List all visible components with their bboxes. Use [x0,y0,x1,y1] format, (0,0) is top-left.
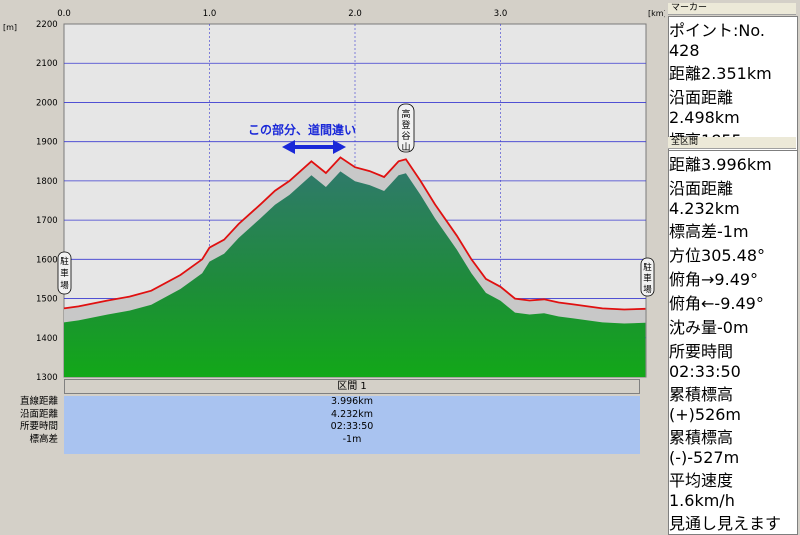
profile-line [63,156,646,311]
y-tick-label: 1800 [36,177,58,187]
y-tick-label: 1400 [36,334,58,344]
total-row: 所要時間02:33:50 [669,338,797,381]
total-value: 305.48° [701,246,765,265]
total-row: 距離3.996km [669,151,797,175]
total-row: 累積標高(-)-527m [669,424,797,467]
x-tick-label: 2.0 [348,9,362,19]
summary-label: 沿面距離 [19,408,58,420]
total-title: 全区間 [668,137,796,149]
total-key: 累積標高(-) [669,428,734,467]
info-sidebar: マーカー ポイント:No. 428距離2.351km沿面距離2.498km標高1… [668,0,800,535]
total-key: 見通し [669,514,718,533]
total-row: 見通し見えます [669,510,797,534]
total-value: 02:33:50 [669,362,741,381]
svg-text:駐車場: 駐車場 [60,256,69,291]
total-row: 俯角←-9.49° [669,290,797,314]
y-tick-label: 2200 [36,20,58,30]
total-key: 所要時間 [669,342,734,361]
total-row: 標高差-1m [669,218,797,242]
total-row: 累積標高(+)526m [669,381,797,424]
total-row: 方位305.48° [669,242,797,266]
total-row: 沿面距離4.232km [669,175,797,218]
end-label: 駐車場 [640,257,655,297]
y-tick-label: 2100 [36,59,58,69]
total-key: 標高差 [669,222,718,241]
x-tick-label: 3.0 [494,9,508,19]
total-panel: 全区間 距離3.996km 沿面距離4.232km 標高差-1m 方位305.48° 俯… [668,137,798,535]
total-key: 距離 [669,155,702,174]
total-value: 526m [694,405,742,424]
total-row: 俯角→9.49° [669,266,797,290]
marker-value: No. 428 [669,21,765,60]
marker-panel: マーカー ポイント:No. 428距離2.351km沿面距離2.498km標高1… [668,3,798,296]
y-tick-label: 2000 [36,98,58,108]
summary-value: 3.996km [331,396,373,407]
marker-title: マーカー [668,3,796,15]
total-table: 距離3.996km 沿面距離4.232km 標高差-1m 方位305.48° 俯角→9.… [668,150,798,535]
x-unit-label: [km] [648,9,665,18]
summary-label: 標高差 [29,433,58,445]
total-key: 俯角→ [669,270,715,289]
y-tick-label: 1700 [36,216,58,226]
marker-row: 距離2.351km [669,60,797,84]
profile-chart-panel: 2200 2100 2000 1900 1800 1700 1600 1500 1400 1300… [0,0,665,454]
summary-value: -1m [342,433,362,445]
start-label: 駐車場 [57,251,72,295]
marker-row: 沿面距離2.498km [669,84,797,127]
y-tick-label: 1600 [36,255,58,265]
summary-values: 3.996km 4.232km 02:33:50 -1m [64,396,640,454]
total-value: -9.49° [714,294,764,313]
marker-key: ポイント: [669,21,739,40]
elevation-profile-chart[interactable]: 2200 2100 2000 1900 1800 1700 1600 1500 1400 1300… [0,0,665,380]
y-tick-label: 1300 [36,373,58,380]
summary-label: 直線距離 [19,396,58,407]
total-key: 俯角← [669,294,715,313]
marker-value: 2.498km [669,108,740,127]
total-key: 累積標高(+) [669,385,734,424]
total-key: 平均速度 [669,471,734,490]
peak-label: 高登谷山 [397,103,415,153]
y-tick-label: 1900 [36,138,58,148]
total-value: 9.49° [714,270,759,289]
y-tick-label: 1500 [36,295,58,305]
summary-labels: 直線距離 沿面距離 所要時間 標高差 [0,396,62,446]
marker-row: ポイント:No. 428 [669,17,797,60]
total-value: 見えます [717,514,782,533]
summary-value: 02:33:50 [330,421,374,432]
marker-key: 距離 [669,64,702,83]
annotation-note: この部分、道間違い [248,122,356,137]
marker-value: 2.351km [701,64,772,83]
annotation-arrow [282,140,346,154]
total-row: 沈み量-0m [669,314,797,338]
summary-value: 4.232km [331,408,373,420]
svg-text:駐車場: 駐車場 [643,262,652,295]
svg-text:高登谷山: 高登谷山 [401,108,410,153]
x-tick-label: 0.0 [57,9,71,19]
total-key: 沈み量 [669,318,718,337]
total-key: 沿面距離 [669,179,734,198]
total-value: 1.6km/h [669,491,735,510]
total-value: -1m [717,222,749,241]
x-tick-label: 1.0 [203,9,217,19]
summary-label: 所要時間 [19,421,58,432]
section-header[interactable]: 区間 1 [64,379,640,394]
marker-key: 沿面距離 [669,88,734,107]
total-value: -0m [717,318,749,337]
total-key: 方位 [669,246,702,265]
profile-area [64,171,646,377]
y-unit-label: [m] [3,23,17,32]
total-value: 3.996km [701,155,772,174]
total-row: 平均速度1.6km/h [669,467,797,510]
total-value: -527m [687,448,740,467]
total-value: 4.232km [669,199,740,218]
